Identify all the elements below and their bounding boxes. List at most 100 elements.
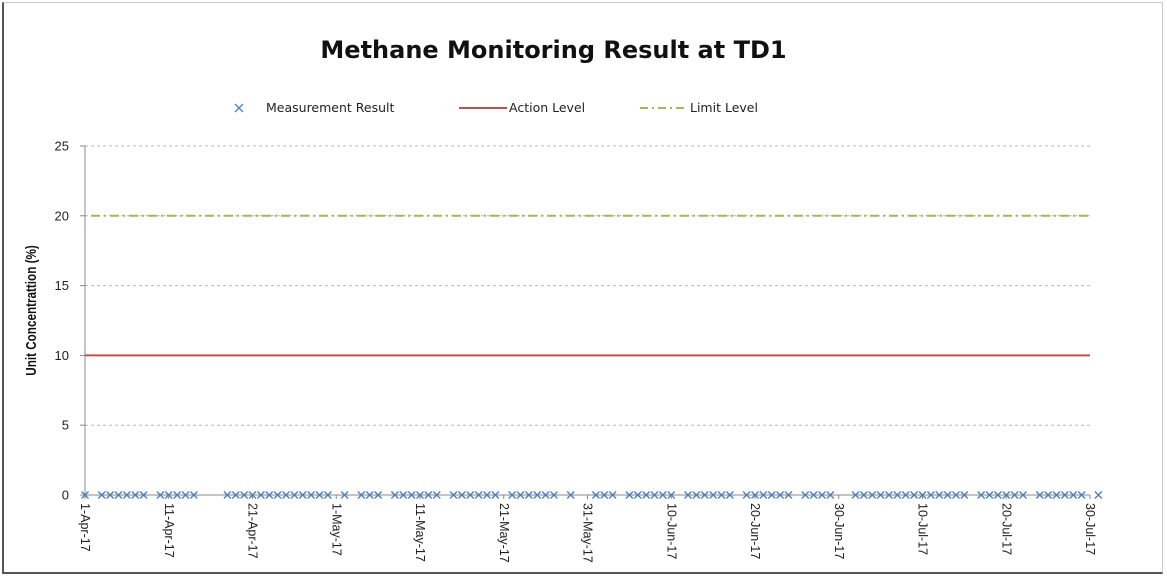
measurement-marker bbox=[491, 491, 500, 499]
legend-label-action: Action Level bbox=[509, 100, 586, 115]
measurement-marker bbox=[801, 491, 810, 499]
y-tick-label: 0 bbox=[62, 488, 69, 503]
x-tick-label: 31-May-17 bbox=[581, 503, 595, 563]
legend-item-action: Action Level bbox=[459, 100, 585, 115]
measurement-marker bbox=[223, 491, 232, 499]
measurement-marker bbox=[658, 491, 667, 499]
measurement-marker bbox=[625, 491, 634, 499]
measurement-marker bbox=[684, 491, 692, 499]
measurement-marker bbox=[416, 491, 424, 499]
x-tick-label: 11-Apr-17 bbox=[162, 503, 176, 558]
measurement-marker bbox=[432, 491, 441, 499]
measurement-marker bbox=[667, 491, 676, 499]
measurement-marker bbox=[424, 491, 433, 499]
measurement-marker bbox=[466, 491, 475, 499]
measurement-marker bbox=[131, 491, 140, 499]
measurement-marker bbox=[926, 491, 935, 499]
chart-legend: Measurement Result Action Level Limit Le… bbox=[0, 100, 1167, 120]
x-tick-label: 10-Jul-17 bbox=[916, 503, 930, 555]
measurement-marker bbox=[943, 491, 952, 499]
legend-dashdot-line-icon bbox=[640, 106, 688, 109]
measurement-marker bbox=[1002, 491, 1011, 499]
measurement-marker bbox=[114, 491, 123, 499]
measurement-marker bbox=[1052, 491, 1061, 499]
x-tick-label: 1-May-17 bbox=[329, 503, 343, 556]
measurement-marker bbox=[767, 491, 776, 499]
measurement-marker bbox=[742, 491, 751, 499]
x-tick-label: 30-Jul-17 bbox=[1083, 503, 1097, 555]
measurement-marker bbox=[642, 491, 651, 499]
measurement-marker bbox=[566, 491, 575, 499]
measurement-marker bbox=[541, 491, 550, 499]
measurement-marker bbox=[1035, 491, 1044, 499]
measurement-marker bbox=[340, 491, 349, 499]
measurement-marker bbox=[457, 491, 466, 499]
legend-label-limit: Limit Level bbox=[690, 100, 758, 115]
measurement-marker bbox=[985, 491, 994, 499]
legend-x-marker-icon bbox=[234, 103, 244, 112]
measurement-marker bbox=[298, 491, 307, 499]
measurement-marker bbox=[265, 491, 274, 499]
measurement-marker bbox=[156, 491, 165, 499]
measurement-marker bbox=[709, 491, 718, 499]
measurement-marker bbox=[81, 491, 89, 499]
measurement-marker bbox=[1069, 491, 1078, 499]
y-tick-label: 10 bbox=[55, 348, 69, 363]
measurement-marker bbox=[1044, 491, 1053, 499]
measurement-marker bbox=[550, 491, 558, 499]
x-tick-label: 1-Apr-17 bbox=[78, 503, 92, 552]
measurement-marker bbox=[952, 491, 960, 499]
measurement-marker bbox=[189, 491, 198, 499]
measurement-marker bbox=[901, 491, 910, 499]
measurement-marker bbox=[868, 491, 877, 499]
measurement-marker bbox=[533, 491, 542, 499]
measurement-marker bbox=[993, 491, 1002, 499]
measurement-marker bbox=[516, 491, 525, 499]
measurement-marker bbox=[1077, 491, 1086, 499]
measurement-marker bbox=[977, 491, 986, 499]
measurement-marker bbox=[876, 491, 885, 499]
measurement-marker bbox=[784, 491, 793, 499]
measurement-marker bbox=[173, 491, 182, 499]
measurement-marker bbox=[935, 491, 944, 499]
measurement-marker bbox=[1094, 491, 1103, 499]
y-tick-label: 15 bbox=[55, 278, 69, 293]
measurement-marker bbox=[524, 491, 533, 499]
measurement-marker bbox=[717, 491, 726, 499]
measurement-marker bbox=[591, 491, 600, 499]
chart-title: Methane Monitoring Result at TD1 bbox=[320, 36, 787, 64]
measurement-marker bbox=[474, 491, 483, 499]
measurement-marker bbox=[633, 491, 642, 499]
measurement-marker bbox=[357, 491, 366, 499]
measurement-marker bbox=[776, 491, 785, 499]
legend-solid-line-icon bbox=[459, 106, 507, 109]
legend-item-limit: Limit Level bbox=[640, 100, 758, 115]
measurement-marker bbox=[273, 491, 282, 499]
y-axis-label: Unit Concentrattion (%) bbox=[23, 245, 40, 376]
measurement-marker bbox=[918, 491, 927, 499]
measurement-marker bbox=[390, 491, 399, 499]
measurement-marker bbox=[315, 491, 324, 499]
measurement-marker bbox=[139, 491, 148, 499]
measurement-marker bbox=[365, 491, 374, 499]
measurement-marker bbox=[885, 491, 893, 499]
measurement-marker bbox=[692, 491, 701, 499]
x-tick-label: 21-Apr-17 bbox=[246, 503, 260, 559]
x-tick-label: 20-Jun-17 bbox=[748, 503, 762, 559]
y-tick-label: 5 bbox=[62, 418, 69, 433]
measurement-marker bbox=[508, 491, 517, 499]
y-tick-label: 20 bbox=[55, 208, 69, 223]
measurement-marker bbox=[1019, 491, 1027, 499]
measurement-marker bbox=[1060, 491, 1069, 499]
x-tick-label: 10-Jun-17 bbox=[664, 503, 678, 559]
measurement-marker bbox=[859, 491, 868, 499]
measurement-marker bbox=[181, 491, 190, 499]
measurement-marker bbox=[282, 491, 290, 499]
measurement-marker bbox=[851, 491, 860, 499]
x-tick-label: 11-May-17 bbox=[413, 503, 427, 562]
measurement-marker bbox=[407, 491, 416, 499]
measurement-marker bbox=[608, 491, 617, 499]
measurement-marker bbox=[374, 491, 383, 499]
